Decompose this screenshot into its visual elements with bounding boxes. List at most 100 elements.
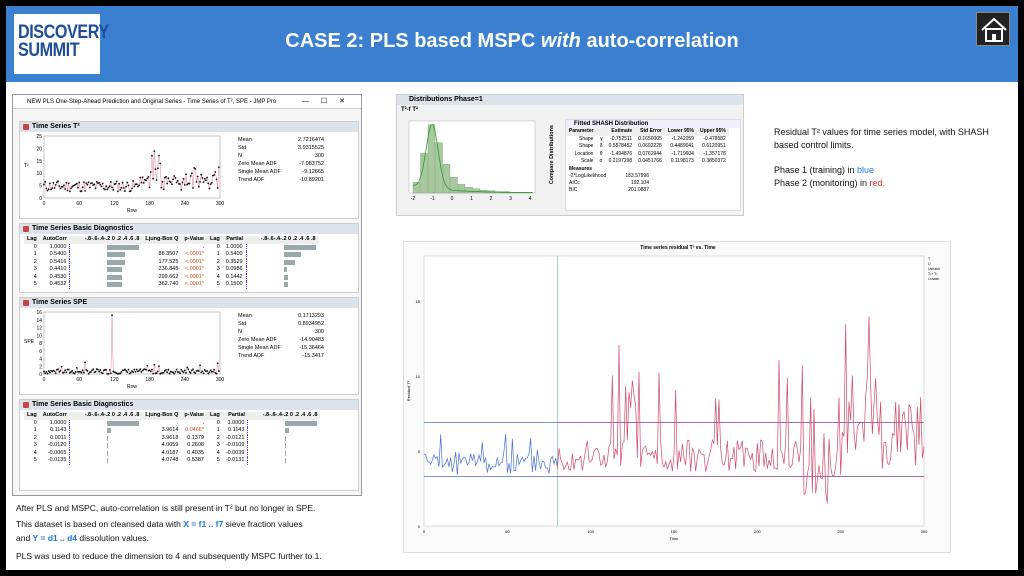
acf-bar-cell — [247, 427, 321, 435]
data-point — [197, 370, 200, 372]
data-point — [145, 368, 147, 371]
column-header[interactable]: Ljung-Box Q — [142, 412, 182, 420]
column-header[interactable]: p-Value — [181, 236, 207, 244]
y-tick-label: 0 — [39, 372, 42, 378]
table-cell: 362.740 — [158, 281, 179, 287]
data-point — [99, 369, 102, 371]
table-cell: 4 — [216, 273, 220, 280]
data-point — [141, 369, 144, 372]
data-point — [156, 167, 159, 170]
spe-stats: Mean 0.1713293 Std 0.8934952 N 300 Zero Mean A… — [238, 312, 324, 360]
ts-spe-header[interactable]: Time Series SPE — [20, 298, 358, 308]
table-cell: -0.0109 — [225, 442, 245, 448]
legend-entry: T — [928, 257, 931, 261]
home-button[interactable] — [976, 12, 1010, 46]
table-cell: 1 — [33, 427, 37, 433]
column-header[interactable]: Parameter — [566, 128, 597, 136]
column-header[interactable]: -.8-.6-.4-.2 0 .2 .4 .6 .8 — [69, 236, 143, 244]
table-cell: 0.4489041 — [670, 143, 694, 149]
data-point — [158, 154, 160, 157]
stat-value: 2.7216474 — [298, 137, 324, 143]
data-point — [155, 179, 158, 181]
column-header[interactable]: Upper 95% — [696, 128, 729, 136]
column-header[interactable]: Lag — [24, 412, 40, 420]
column-header[interactable]: Estimate — [605, 128, 636, 136]
data-point — [161, 180, 164, 183]
column-header[interactable]: -.8-.6-.4-.2 0 .2 .4 .6 .8 — [247, 412, 321, 420]
y-tick-label: 15 — [36, 159, 42, 165]
stat-label: N — [238, 153, 242, 159]
table-cell: 1 — [33, 251, 37, 257]
column-header[interactable]: -.8-.6-.4-.2 0 .2 .4 .6 .8 — [69, 412, 143, 420]
diag2-table: Lag AutoCorr -.8-.6-.4-.2 0 .2 .4 .6 .8 Lju… — [24, 412, 321, 465]
y-tick-label: 25 — [36, 134, 42, 140]
column-header[interactable]: Partial — [222, 412, 248, 420]
slide: DISCOVERY SUMMIT CASE 2: PLS based MSPC … — [6, 6, 1018, 570]
data-point — [87, 181, 90, 184]
maximize-button[interactable]: ☐ — [320, 98, 340, 105]
table-cell: -0.0065 — [47, 449, 67, 456]
measure-label: -2*LogLikelihood — [569, 172, 607, 179]
table-cell: 1 — [216, 251, 220, 257]
data-point — [167, 368, 170, 371]
data-point — [180, 368, 183, 371]
data-point — [217, 370, 220, 372]
y-tick-label: 20 — [36, 146, 42, 152]
data-point — [214, 171, 217, 173]
data-point — [75, 366, 78, 369]
column-header[interactable]: Lower 95% — [664, 128, 697, 136]
diag1-header[interactable]: Time Series Basic Diagnostics — [20, 224, 358, 234]
table-cell: 4.0059 — [161, 442, 179, 448]
column-header[interactable]: AutoCorr — [39, 236, 70, 244]
column-header[interactable]: AutoCorr — [39, 412, 70, 420]
compare-distributions-button[interactable]: Compare Distributions — [549, 125, 555, 185]
stat-value: 300 — [314, 153, 324, 159]
column-header[interactable]: Std Error — [635, 128, 665, 136]
table-cell: δ — [599, 143, 603, 149]
minimize-button[interactable]: — — [301, 98, 321, 105]
stat-value: -14.90483 — [299, 337, 324, 343]
stat-value: 0.1713293 — [298, 313, 324, 319]
column-header[interactable]: Lag — [24, 236, 40, 244]
data-point — [88, 186, 91, 189]
data-point — [63, 371, 65, 374]
column-header[interactable]: p-Value — [181, 412, 207, 420]
column-header[interactable]: Lag — [206, 412, 223, 420]
data-point — [212, 370, 214, 373]
data-point — [152, 372, 155, 375]
data-point — [59, 369, 62, 372]
acf-bar — [283, 252, 301, 258]
data-point — [105, 185, 108, 188]
column-header[interactable]: Ljung-Box Q — [142, 236, 182, 244]
table-cell: 4.0748 — [161, 457, 179, 463]
x-tick-label: 4 — [529, 196, 532, 202]
column-header[interactable]: Lag — [206, 236, 223, 244]
column-header[interactable] — [596, 128, 606, 136]
close-button[interactable]: ✕ — [339, 98, 357, 105]
ts-t2-header[interactable]: Time Series T² — [20, 122, 358, 132]
acf-bar — [107, 267, 122, 273]
diag2-header[interactable]: Time Series Basic Diagnostics — [20, 400, 358, 410]
data-point — [185, 173, 187, 176]
data-point — [81, 186, 84, 189]
data-point — [109, 372, 112, 375]
column-header[interactable]: Partial — [222, 236, 247, 244]
data-point — [107, 186, 110, 189]
x-tick-label: 2 — [490, 196, 493, 202]
y-tick-label: 8 — [39, 341, 42, 347]
fitted-shash-header[interactable]: Fitted SHASH Distribution — [566, 120, 740, 128]
table-cell: 0.1650005 — [638, 135, 662, 142]
table-cell: 1.0000 — [49, 419, 67, 426]
table-row: 2 0.5416 177.525 <.0001* 2 0.3529 — [24, 258, 319, 266]
dist-subheader[interactable]: T²-f T² — [401, 107, 418, 113]
table-cell: 3 — [33, 442, 37, 448]
column-header[interactable]: -.8-.6-.4-.2 0 .2 .4 .6 .8 — [246, 236, 319, 244]
table-cell: -0.0135 — [47, 457, 67, 463]
data-point — [59, 187, 62, 190]
distributions-panel: Distributions Phase=1 T²-f T² -2 -1 0 1 2 3 4 … — [396, 94, 744, 216]
table-cell: 0.2197298 — [608, 158, 633, 164]
acf-bar-cell — [69, 281, 143, 289]
data-point — [94, 370, 97, 373]
distributions-header[interactable]: Distributions Phase=1 — [397, 95, 743, 105]
